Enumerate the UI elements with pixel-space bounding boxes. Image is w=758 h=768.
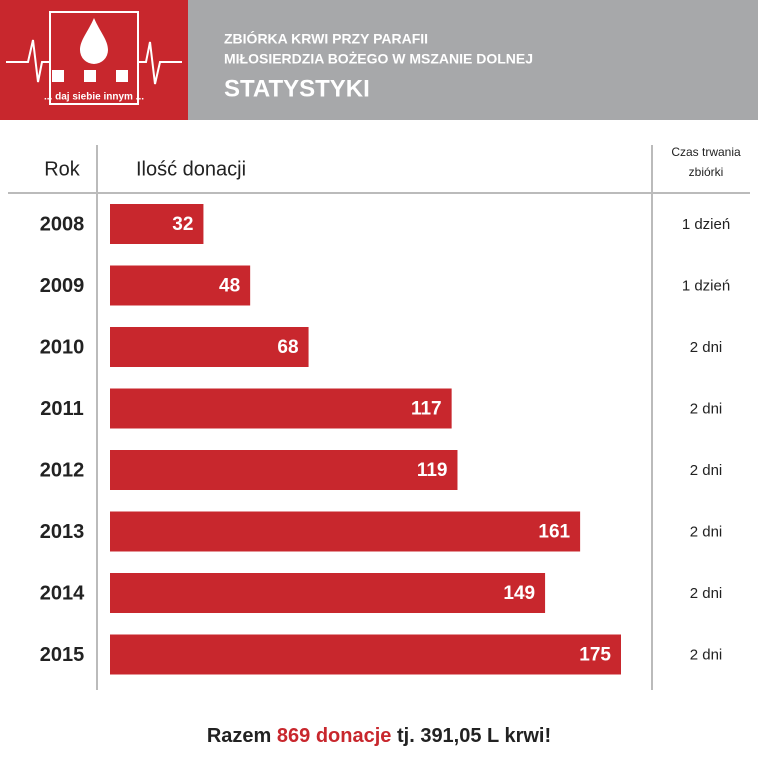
bar (110, 573, 546, 613)
bar (110, 450, 458, 490)
category-label: 2008 (40, 213, 85, 235)
header-subtitle: STATYSTYKI (224, 75, 370, 102)
category-label: 2015 (40, 644, 85, 666)
duration-label: 1 dzień (682, 277, 730, 294)
duration-label: 2 dni (690, 523, 723, 540)
duration-label: 1 dzień (682, 216, 730, 233)
header-band (188, 0, 758, 120)
footer-highlight: 869 donacje (277, 725, 392, 747)
bar (110, 634, 621, 675)
bar (110, 327, 309, 367)
category-label: 2013 (40, 521, 85, 543)
duration-label: 2 dni (690, 646, 723, 663)
header-line: MIŁOSIERDZIA BOŻEGO W MSZANIE DOLNEJ (224, 51, 533, 67)
logo (6, 11, 182, 105)
logo-text: ... daj siebie innym ... (44, 92, 144, 103)
bar (110, 388, 452, 429)
value-label: 117 (411, 399, 442, 420)
bar (110, 204, 204, 244)
value-label: 68 (277, 337, 298, 358)
duration-label: 2 dni (690, 339, 723, 356)
category-label: 2010 (40, 336, 85, 358)
duration-label: 2 dni (690, 585, 723, 602)
column-header: Rok (44, 158, 81, 180)
column-header-box: Czas trwania zbiórki (671, 145, 741, 179)
value-label: 149 (503, 583, 535, 604)
category-label: 2009 (40, 275, 85, 297)
bar (110, 511, 581, 552)
column-header: Ilość donacji (136, 158, 246, 180)
value-label: 119 (417, 460, 448, 481)
duration-label: 2 dni (690, 462, 723, 479)
column-header: Czas trwania zbiórki (671, 145, 741, 179)
category-label: 2012 (40, 459, 85, 481)
bar (110, 265, 251, 306)
duration-label: 2 dni (690, 400, 723, 417)
value-label: 48 (219, 276, 240, 297)
footer: Razem 869 donacje tj. 391,05 L krwi! (207, 725, 551, 747)
value-label: 175 (579, 645, 611, 666)
footer-text: tj. 391,05 L krwi! (397, 725, 551, 747)
header-line: ZBIÓRKA KRWI PRZY PARAFII (224, 30, 428, 47)
value-label: 161 (538, 522, 570, 543)
footer-text: Razem (207, 725, 271, 747)
value-label: 32 (172, 214, 193, 235)
category-label: 2014 (40, 582, 85, 604)
category-label: 2011 (40, 398, 83, 420)
